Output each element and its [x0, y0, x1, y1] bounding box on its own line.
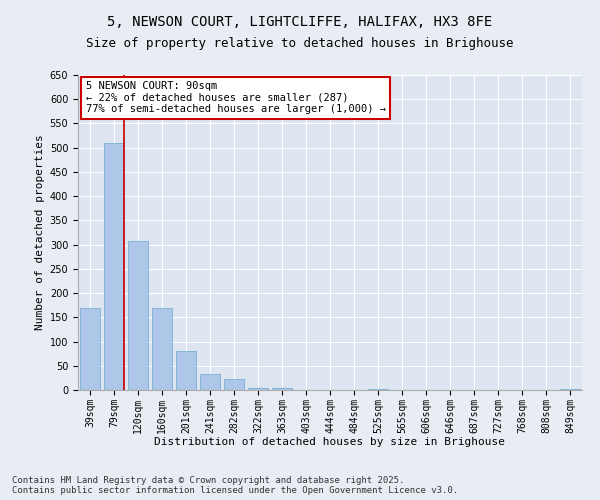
Bar — [368, 388, 388, 390]
Bar — [104, 143, 124, 390]
Bar — [176, 351, 196, 390]
Bar — [248, 388, 268, 390]
Bar — [200, 374, 220, 390]
Bar — [224, 380, 244, 390]
Bar — [80, 308, 100, 390]
Bar — [272, 388, 292, 390]
Bar — [128, 240, 148, 390]
Text: 5 NEWSON COURT: 90sqm
← 22% of detached houses are smaller (287)
77% of semi-det: 5 NEWSON COURT: 90sqm ← 22% of detached … — [86, 82, 386, 114]
Bar — [560, 388, 580, 390]
Text: 5, NEWSON COURT, LIGHTCLIFFE, HALIFAX, HX3 8FE: 5, NEWSON COURT, LIGHTCLIFFE, HALIFAX, H… — [107, 15, 493, 29]
Y-axis label: Number of detached properties: Number of detached properties — [35, 134, 46, 330]
Text: Size of property relative to detached houses in Brighouse: Size of property relative to detached ho… — [86, 38, 514, 51]
Bar — [152, 308, 172, 390]
Text: Contains HM Land Registry data © Crown copyright and database right 2025.
Contai: Contains HM Land Registry data © Crown c… — [12, 476, 458, 495]
X-axis label: Distribution of detached houses by size in Brighouse: Distribution of detached houses by size … — [155, 437, 505, 447]
